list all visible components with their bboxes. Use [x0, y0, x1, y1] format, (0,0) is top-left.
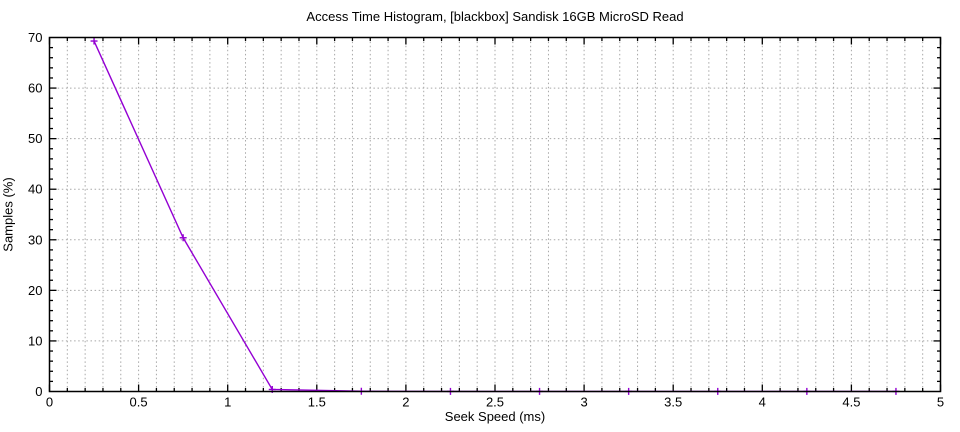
y-tick-label: 40: [28, 182, 42, 197]
x-tick-label: 1: [224, 395, 231, 410]
grid-lines: [49, 37, 941, 392]
data-point-marker: [90, 37, 98, 45]
y-tick-label: 10: [28, 333, 42, 348]
x-tick-label: 3: [580, 395, 587, 410]
x-tick-label: 1.5: [308, 395, 326, 410]
x-tick-label: 5: [937, 395, 944, 410]
y-tick-label: 0: [35, 384, 42, 399]
y-axis-label: Samples (%): [0, 177, 16, 252]
x-tick-label: 4.5: [842, 395, 860, 410]
x-tick-label: 0.5: [130, 395, 148, 410]
x-tick-label: 4: [759, 395, 766, 410]
x-tick-label: 2: [402, 395, 409, 410]
plot-border: [48, 36, 942, 393]
y-tick-label: 20: [28, 283, 42, 298]
x-tick-label: 3.5: [664, 395, 682, 410]
y-tick-label: 70: [28, 30, 42, 45]
y-tick-label: 50: [28, 131, 42, 146]
x-tick-label: 2.5: [486, 395, 504, 410]
x-axis-label: Seek Speed (ms): [444, 409, 546, 424]
data-point-marker: [179, 234, 187, 242]
x-tick-label: 0: [46, 395, 53, 410]
series-line: [93, 40, 896, 393]
y-tick-label: 30: [28, 232, 42, 247]
chart-title: Access Time Histogram, [blackbox] Sandis…: [306, 9, 684, 24]
y-tick-label: 60: [28, 81, 42, 96]
